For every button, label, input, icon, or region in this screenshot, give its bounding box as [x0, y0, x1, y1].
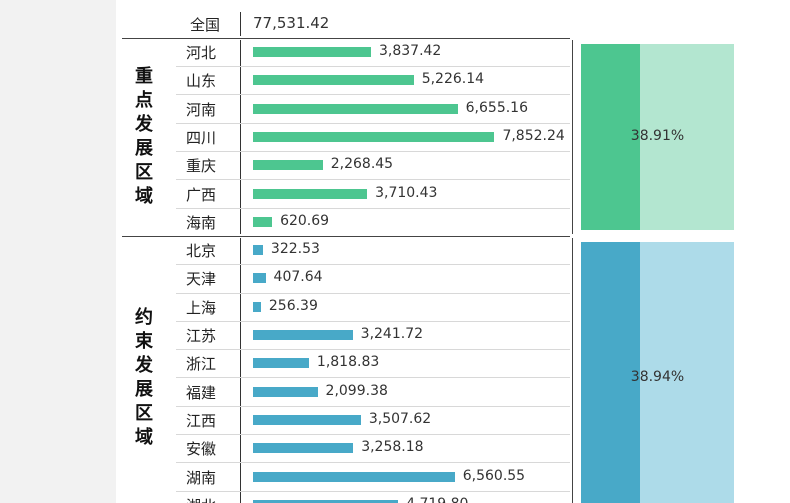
- category-label: 重庆: [186, 157, 217, 176]
- total-value: 77,531.42: [253, 14, 330, 32]
- category-axis: [240, 238, 241, 503]
- row-separator: [176, 434, 570, 436]
- row-separator: [176, 122, 570, 124]
- category-label: 福建: [186, 383, 217, 402]
- bar: [253, 47, 371, 57]
- data-label: 7,852.24: [502, 127, 565, 144]
- bar: [253, 160, 323, 171]
- bar: [253, 245, 263, 256]
- bar: [253, 414, 361, 425]
- share-border: [572, 40, 573, 235]
- data-label: 4,719.80: [406, 496, 468, 503]
- share-value: 38.91%: [630, 128, 685, 145]
- category-label: 北京: [186, 242, 217, 261]
- bar: [253, 301, 261, 312]
- category-label: 河北: [186, 44, 217, 62]
- row-separator: [176, 151, 570, 153]
- bar: [253, 273, 266, 284]
- category-label: 湖北: [186, 495, 238, 503]
- category-label: 四川: [186, 128, 217, 147]
- category-label: 海南: [186, 213, 217, 232]
- bar: [253, 330, 353, 340]
- category-label: 江西: [186, 411, 217, 430]
- share-box: 38.94%: [581, 242, 734, 503]
- category-label: 浙江: [186, 355, 217, 374]
- data-label: 3,507.62: [368, 410, 432, 427]
- panel-edge: [738, 0, 790, 503]
- category-label: 湖南: [186, 468, 217, 487]
- bar: [253, 499, 399, 503]
- bar: [253, 386, 318, 397]
- data-label: 2,099.38: [325, 382, 388, 399]
- row-separator: [176, 405, 570, 407]
- data-label: 3,241.72: [360, 326, 424, 342]
- row-separator: [176, 207, 570, 209]
- share-fill: [581, 44, 640, 231]
- data-label: 1,818.83: [316, 354, 380, 371]
- bar: [253, 216, 273, 227]
- region-divider: [122, 236, 570, 238]
- data-label: 3,258.18: [361, 439, 424, 456]
- category-label: 安徽: [186, 440, 217, 459]
- row-separator: [176, 94, 570, 96]
- group-label: 重点发展区域: [135, 66, 153, 208]
- data-label: 6,560.55: [462, 467, 526, 484]
- group-label: 约束发展区域: [135, 306, 153, 448]
- total-label: 全国: [190, 16, 221, 34]
- data-label: 620.69: [280, 212, 330, 229]
- share-border: [572, 238, 573, 503]
- row-separator: [176, 66, 570, 68]
- category-label: 天津: [186, 270, 217, 289]
- category-label: 广西: [186, 185, 217, 204]
- data-label: 5,226.14: [421, 71, 485, 88]
- bar: [253, 103, 458, 114]
- data-label: 2,268.45: [330, 156, 394, 173]
- category-label: 山东: [186, 72, 217, 91]
- bar: [253, 358, 309, 369]
- data-label: 6,655.16: [465, 99, 528, 116]
- region-divider: [122, 38, 570, 39]
- data-label: 256.39: [268, 297, 318, 314]
- share-remainder: [640, 242, 734, 503]
- bar: [253, 443, 354, 454]
- bar: [253, 188, 368, 199]
- row-separator: [176, 349, 570, 351]
- category-label: 江苏: [186, 327, 217, 345]
- data-label: 407.64: [273, 269, 323, 286]
- share-fill: [581, 242, 640, 503]
- share-remainder: [640, 44, 734, 231]
- row-separator: [176, 320, 570, 322]
- data-label: 322.53: [270, 241, 320, 258]
- category-axis: [240, 40, 241, 235]
- category-label: 上海: [186, 298, 217, 317]
- bar: [253, 471, 455, 482]
- category-label: 河南: [186, 100, 217, 119]
- share-box: 38.91%: [581, 44, 734, 231]
- row-separator: [176, 264, 570, 266]
- share-value: 38.94%: [630, 368, 685, 385]
- data-label: 3,837.42: [379, 43, 442, 59]
- row-separator: [176, 292, 570, 294]
- row-separator: [176, 490, 570, 492]
- row-separator: [176, 462, 570, 464]
- row-separator: [176, 377, 570, 379]
- total-divider: [240, 12, 241, 36]
- bar: [253, 75, 414, 86]
- bar: [253, 131, 495, 142]
- row-separator: [176, 179, 570, 181]
- data-label: 3,710.43: [375, 184, 438, 201]
